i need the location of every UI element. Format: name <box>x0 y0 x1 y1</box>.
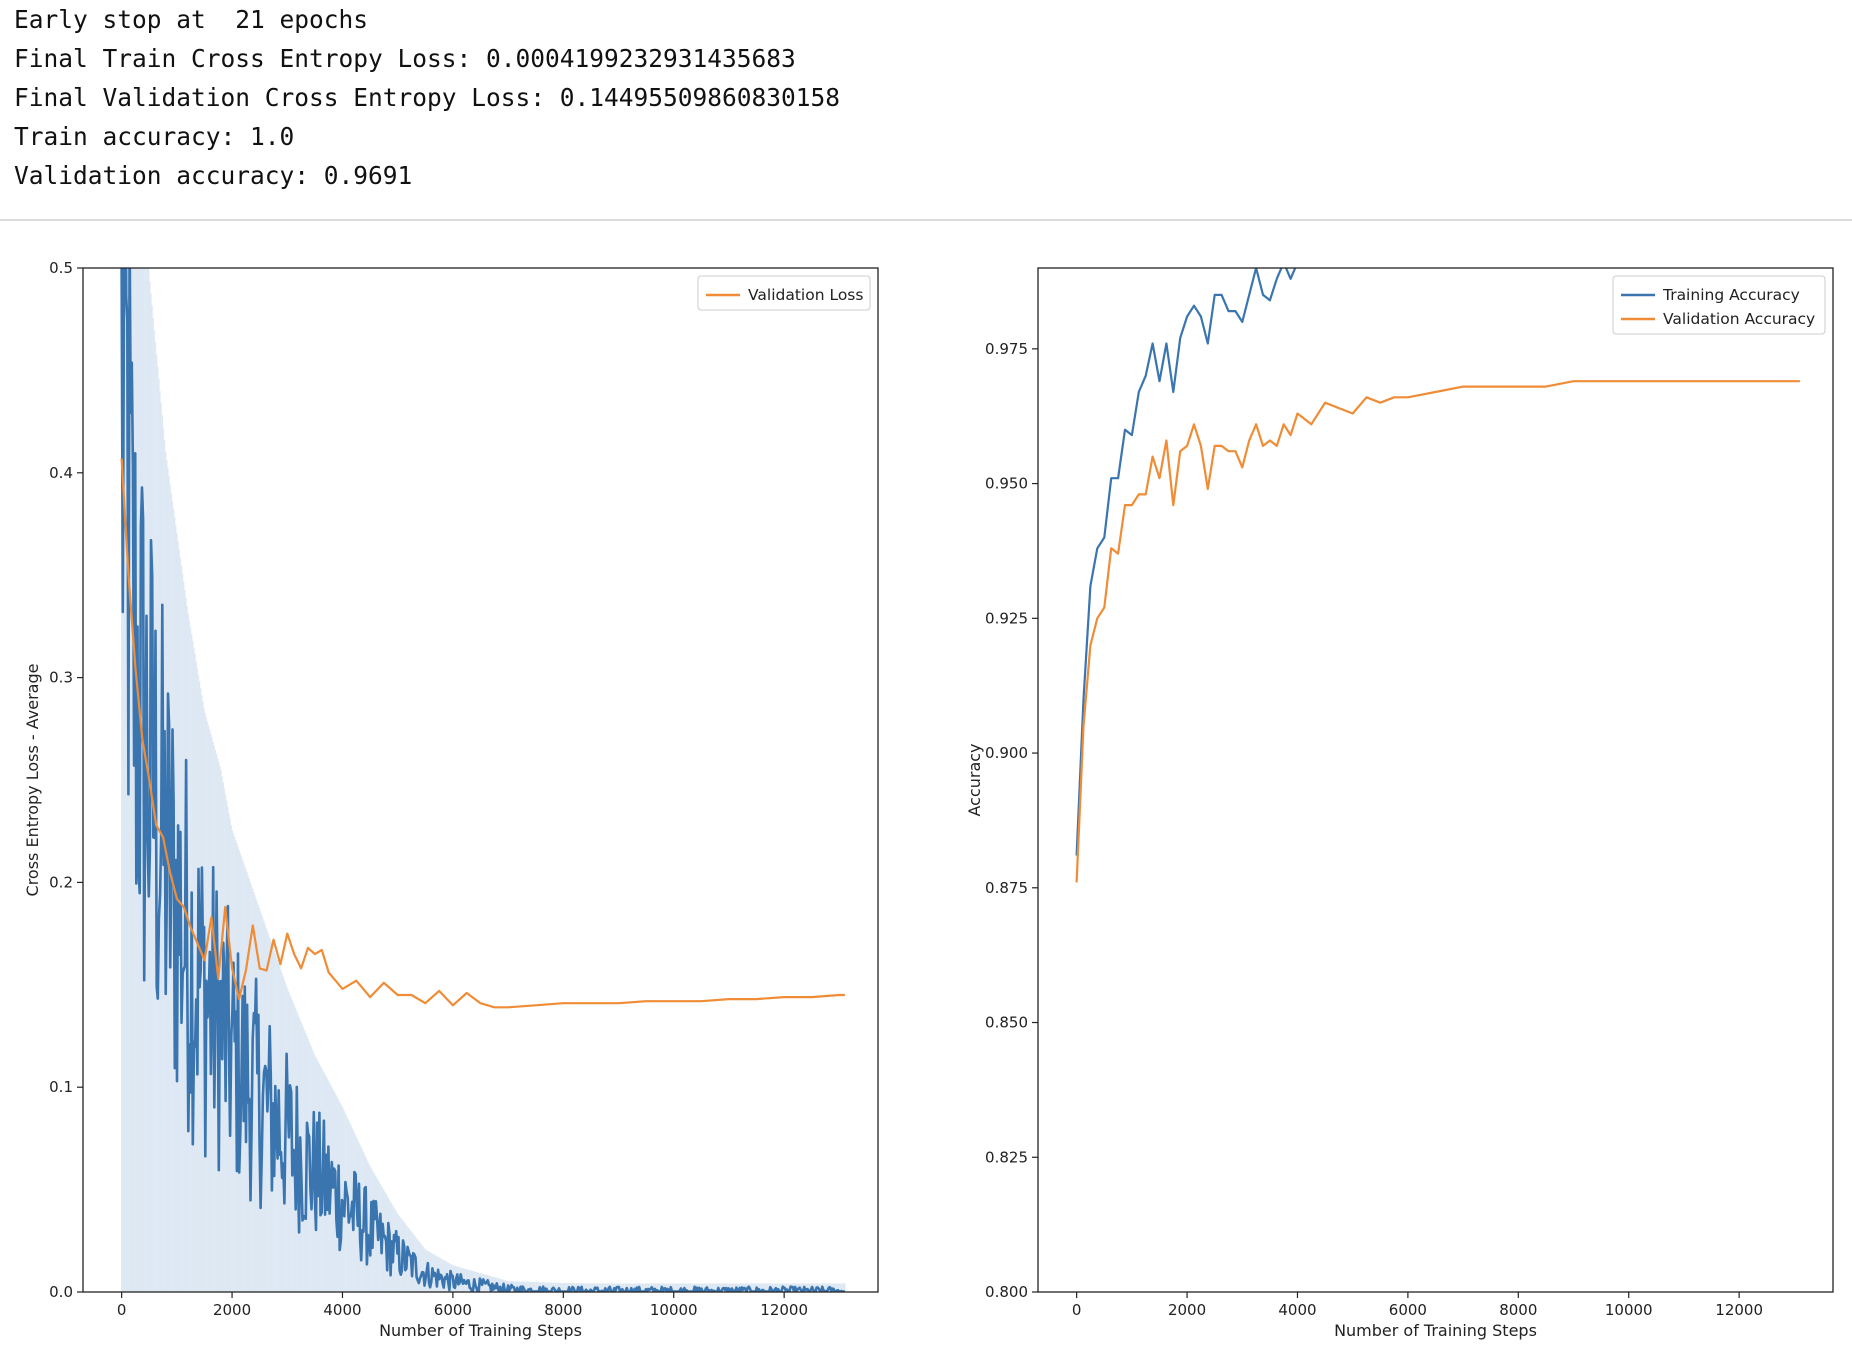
loss-chart: 0 2000 4000 6000 8000 10000 12000 0.0 0.1 0.2 0.3 0… <box>23 259 879 1340</box>
train-loss-band <box>120 268 846 1292</box>
acc-x-tick-label: 10000 <box>1605 1301 1653 1319</box>
acc-y-tick-label: 0.825 <box>985 1148 1028 1166</box>
validation-accuracy-line <box>1075 380 1800 883</box>
loss-y-tick-label: 0.5 <box>49 259 73 277</box>
training-output: Early stop at 21 epochs Final Train Cros… <box>14 0 840 195</box>
loss-x-axis-label: Number of Training Steps <box>379 1321 582 1340</box>
loss-y-tick-label: 0.3 <box>49 669 73 687</box>
acc-y-tick-label: 0.850 <box>985 1014 1028 1032</box>
acc-y-tick-label: 0.875 <box>985 879 1028 897</box>
acc-x-axis-label: Number of Training Steps <box>1334 1321 1537 1340</box>
output-line-val-loss: Final Validation Cross Entropy Loss: 0.1… <box>14 83 841 112</box>
loss-x-tick-label: 0 <box>117 1301 127 1319</box>
acc-axes-frame <box>1037 267 1834 1293</box>
acc-x-tick-label: 12000 <box>1715 1301 1763 1319</box>
loss-y-tick-label: 0.1 <box>49 1078 73 1096</box>
acc-x-tick-label: 8000 <box>1499 1301 1537 1319</box>
loss-x-tick-label: 4000 <box>323 1301 361 1319</box>
loss-legend: Validation Loss <box>697 275 871 311</box>
acc-y-axis-label: Accuracy <box>965 743 984 816</box>
output-line-train-acc: Train accuracy: 1.0 <box>14 122 295 151</box>
train-loss-line <box>120 268 845 1292</box>
validation-loss-line <box>120 458 845 1009</box>
loss-x-tick-label: 2000 <box>213 1301 251 1319</box>
acc-y-tick-label: 0.975 <box>985 340 1028 358</box>
loss-y-tick-label: 0.4 <box>49 464 73 482</box>
acc-legend-box <box>1612 275 1826 335</box>
output-divider <box>0 219 1852 221</box>
legend-label: Training Accuracy <box>1662 286 1800 304</box>
accuracy-chart: 0 2000 4000 6000 8000 10000 12000 0.800 0.825 0.8… <box>965 267 1834 1340</box>
loss-y-tick-label: 0.2 <box>49 873 73 891</box>
loss-x-tick-label: 6000 <box>434 1301 472 1319</box>
acc-y-tick-label: 0.950 <box>985 475 1028 493</box>
loss-x-tick-label: 10000 <box>650 1301 698 1319</box>
loss-y-tick-label: 0.0 <box>49 1283 73 1301</box>
training-accuracy-line <box>1075 268 1297 856</box>
acc-y-tick-label: 0.800 <box>985 1283 1028 1301</box>
loss-x-tick-label: 12000 <box>760 1301 808 1319</box>
loss-legend-box <box>697 275 871 311</box>
loss-plot-area <box>120 268 846 1292</box>
loss-x-tick-label: 8000 <box>544 1301 582 1319</box>
acc-y-tick-label: 0.900 <box>985 744 1028 762</box>
legend-label: Validation Accuracy <box>1663 310 1815 328</box>
output-line-val-acc: Validation accuracy: 0.9691 <box>14 161 413 190</box>
output-line-early-stop: Early stop at 21 epochs <box>14 5 369 34</box>
loss-y-axis-label: Cross Entropy Loss - Average <box>23 664 42 897</box>
acc-x-tick-label: 0 <box>1072 1301 1082 1319</box>
acc-x-tick-label: 2000 <box>1168 1301 1206 1319</box>
acc-x-tick-label: 6000 <box>1389 1301 1427 1319</box>
acc-plot-area <box>1075 268 1800 883</box>
output-line-train-loss: Final Train Cross Entropy Loss: 0.000419… <box>14 44 796 73</box>
acc-x-tick-label: 4000 <box>1278 1301 1316 1319</box>
loss-axes-frame <box>82 267 879 1293</box>
acc-legend: Training Accuracy Validation Accuracy <box>1612 275 1826 335</box>
acc-y-tick-label: 0.925 <box>985 609 1028 627</box>
legend-label: Validation Loss <box>748 286 863 304</box>
